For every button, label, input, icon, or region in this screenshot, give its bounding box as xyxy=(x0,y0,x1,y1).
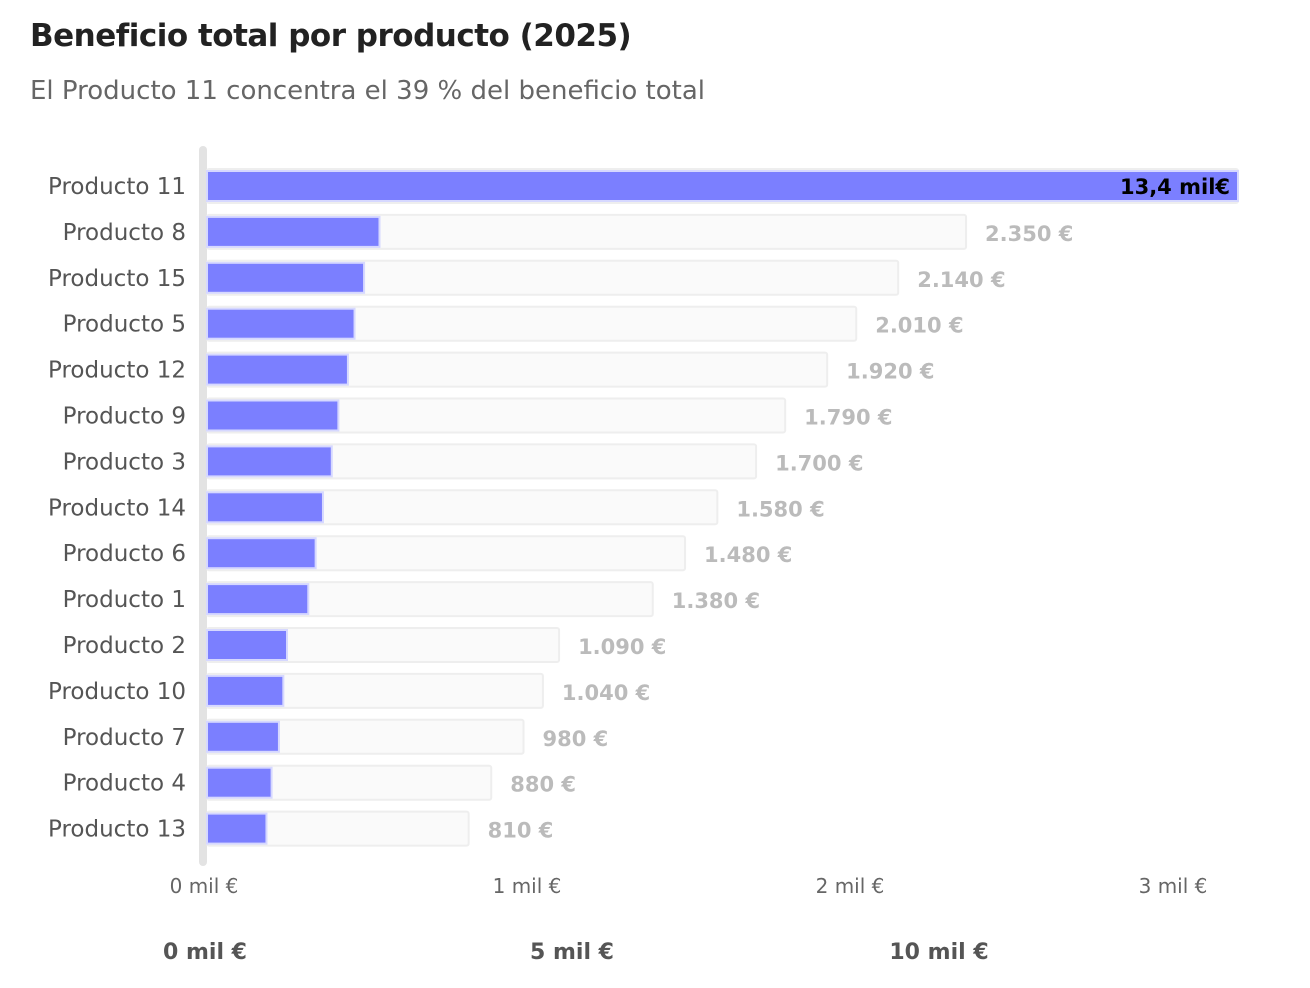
x-tick-label-secondary: 3 mil € xyxy=(1139,874,1208,898)
data-label: 1.380 € xyxy=(672,589,760,613)
bar xyxy=(206,261,366,294)
category-label: Producto 8 xyxy=(63,220,186,246)
data-label: 1.790 € xyxy=(804,406,892,430)
category-label: Producto 1 xyxy=(63,587,186,613)
data-label: 1.580 € xyxy=(736,497,824,521)
bar xyxy=(206,170,1239,202)
bar xyxy=(206,766,273,799)
bar xyxy=(206,812,268,845)
x-tick-label-primary: 10 mil € xyxy=(889,940,988,965)
bar xyxy=(206,353,349,386)
data-label: 1.090 € xyxy=(578,635,666,659)
bar xyxy=(206,491,324,524)
category-label: Producto 15 xyxy=(48,266,186,292)
category-label: Producto 4 xyxy=(63,771,186,797)
category-label: Producto 9 xyxy=(63,404,186,430)
bar xyxy=(206,307,356,340)
category-label: Producto 11 xyxy=(48,174,186,200)
data-label: 1.700 € xyxy=(775,451,863,475)
bar xyxy=(206,629,289,661)
category-label: Producto 13 xyxy=(48,817,186,843)
category-label: Producto 5 xyxy=(63,312,186,338)
category-label: Producto 3 xyxy=(63,449,186,475)
bar xyxy=(206,215,381,248)
x-tick-label-primary: 5 mil € xyxy=(530,940,614,965)
data-label: 880 € xyxy=(510,773,576,797)
category-label: Producto 10 xyxy=(48,679,186,705)
chart-subtitle: El Producto 11 concentra el 39 % del ben… xyxy=(30,76,705,106)
category-label: Producto 12 xyxy=(48,358,186,384)
x-tick-label-secondary: 1 mil € xyxy=(493,874,562,898)
data-label: 1.040 € xyxy=(562,681,650,705)
bar xyxy=(206,720,280,753)
data-label: 2.350 € xyxy=(985,222,1073,246)
data-label: 2.010 € xyxy=(875,314,963,338)
category-label: Producto 2 xyxy=(63,633,186,659)
x-tick-label-secondary: 0 mil € xyxy=(170,874,239,898)
category-label: Producto 7 xyxy=(63,725,186,751)
bar xyxy=(206,583,310,616)
data-label: 1.920 € xyxy=(846,360,934,384)
chart-title: Beneficio total por producto (2025) xyxy=(30,18,632,54)
category-label: Producto 6 xyxy=(63,541,186,567)
data-label: 980 € xyxy=(543,727,609,751)
data-label: 810 € xyxy=(488,819,554,843)
bar xyxy=(206,399,340,432)
x-tick-label-primary: 0 mil € xyxy=(163,940,247,965)
data-label: 1.480 € xyxy=(704,543,792,567)
category-label: Producto 14 xyxy=(48,495,186,521)
data-label: 13,4 mil€ xyxy=(1120,175,1230,199)
x-tick-label-secondary: 2 mil € xyxy=(816,874,885,898)
bar xyxy=(206,445,333,478)
bar xyxy=(206,537,317,570)
data-label: 2.140 € xyxy=(917,268,1005,292)
bar xyxy=(206,674,285,707)
